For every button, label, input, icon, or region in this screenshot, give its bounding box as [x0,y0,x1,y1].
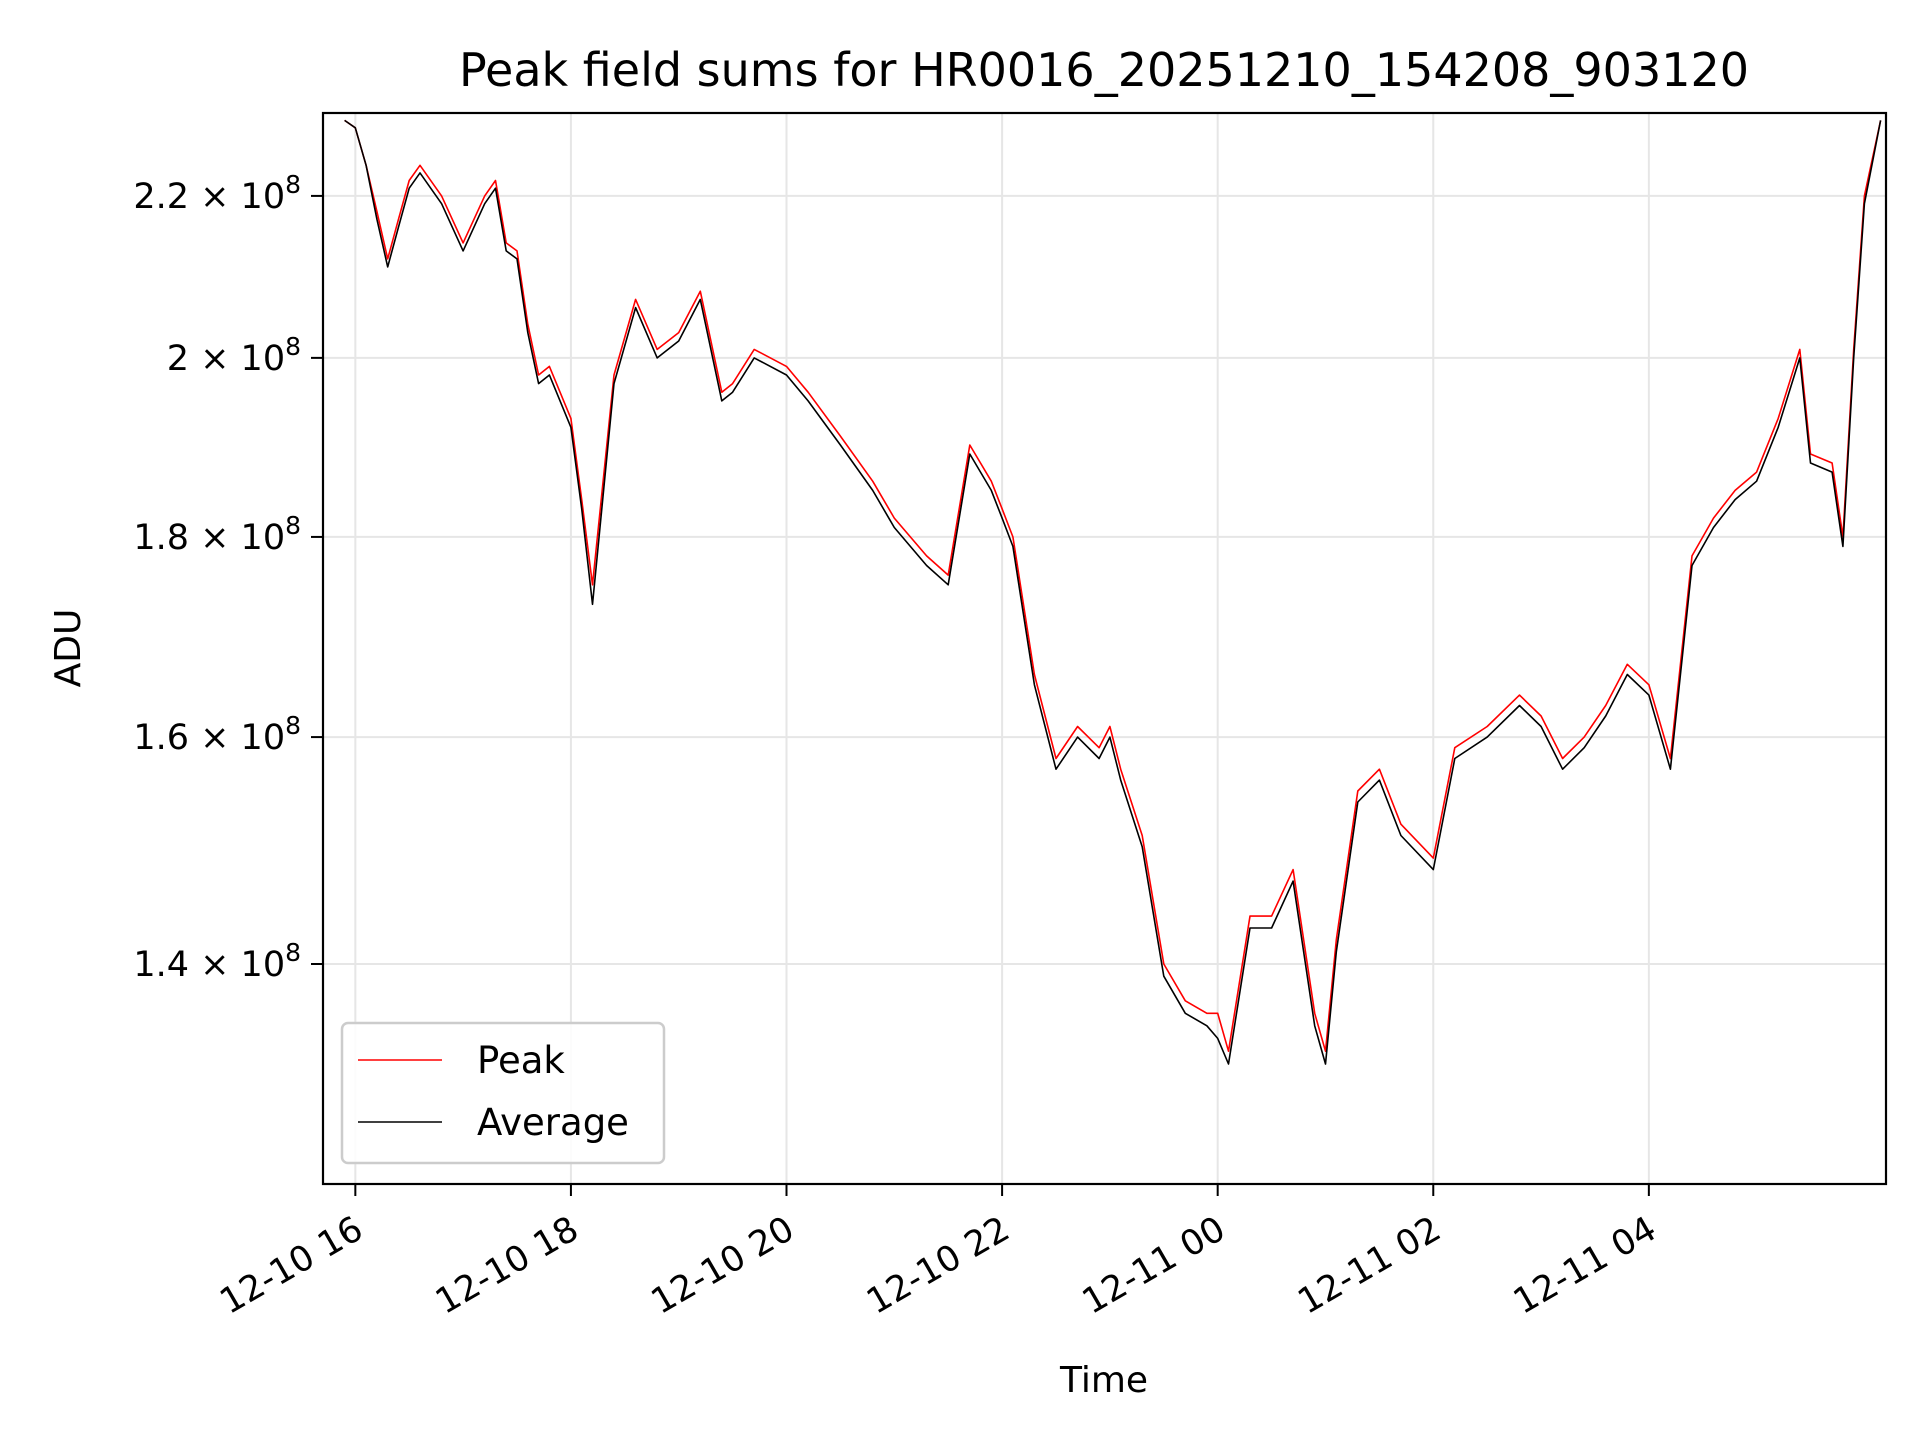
legend-box [340,1021,666,1165]
y-tick-label: 2.2 × 108 [133,170,301,217]
grid [323,113,1886,1184]
plot-frame [321,111,1888,1186]
series-line-peak [344,119,1882,1052]
y-tick-label: 1.8 × 108 [133,511,301,558]
legend: Peak Average [340,1021,666,1165]
x-axis-label: Time [1059,1360,1148,1401]
y-axis-label: ADU [48,609,89,688]
legend-label-average: Average [477,1101,629,1144]
legend-label-peak: Peak [477,1039,565,1082]
y-tick-label: 1.6 × 108 [133,711,301,758]
y-tick-label: 2 × 108 [167,332,301,379]
series-line-average [344,119,1882,1065]
chart-title: Peak field sums for HR0016_20251210_1542… [459,43,1749,97]
y-tick-label: 1.4 × 108 [133,938,301,985]
y-axis: 1.4 × 108 1.6 × 108 1.8 × 108 2 × 108 2.2 × … [133,170,323,985]
series-group [344,119,1882,1065]
